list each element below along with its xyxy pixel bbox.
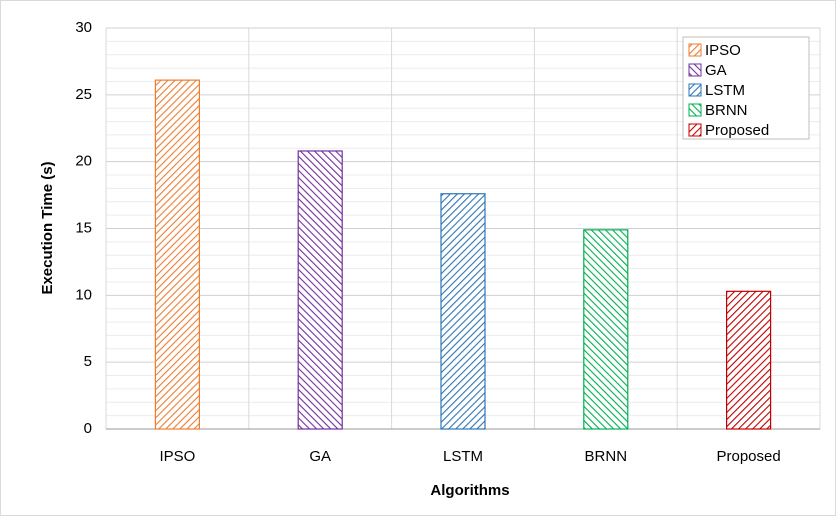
legend-swatch: [688, 83, 702, 97]
legend-swatch: [688, 123, 702, 137]
x-tick-label: GA: [309, 448, 331, 465]
y-tick-label: 30: [75, 19, 92, 36]
y-tick-label: 10: [75, 286, 92, 303]
y-tick-label: 20: [75, 153, 92, 170]
legend-swatch: [688, 63, 702, 77]
legend-label: IPSO: [705, 42, 741, 59]
legend-swatch: [688, 103, 702, 117]
y-axis-title: Execution Time (s): [39, 161, 56, 294]
bar: [154, 79, 200, 430]
x-axis-title: Algorithms: [430, 482, 509, 499]
x-tick-label: BRNN: [585, 448, 628, 465]
bar: [725, 290, 772, 430]
x-tick-label: IPSO: [159, 448, 195, 465]
y-tick-label: 5: [84, 353, 92, 370]
y-tick-label: 15: [75, 219, 92, 236]
legend-swatch: [688, 43, 702, 57]
bar: [440, 193, 486, 430]
legend-label: Proposed: [705, 122, 769, 139]
legend-label: LSTM: [705, 82, 745, 99]
x-tick-label: Proposed: [716, 448, 780, 465]
legend-label: GA: [705, 62, 727, 79]
y-tick-label: 0: [84, 420, 92, 437]
y-tick-label: 25: [75, 86, 92, 103]
x-tick-label: LSTM: [443, 448, 483, 465]
legend-label: BRNN: [705, 102, 748, 119]
legend-box: [682, 36, 810, 140]
bar: [583, 229, 629, 430]
bar: [297, 150, 343, 430]
